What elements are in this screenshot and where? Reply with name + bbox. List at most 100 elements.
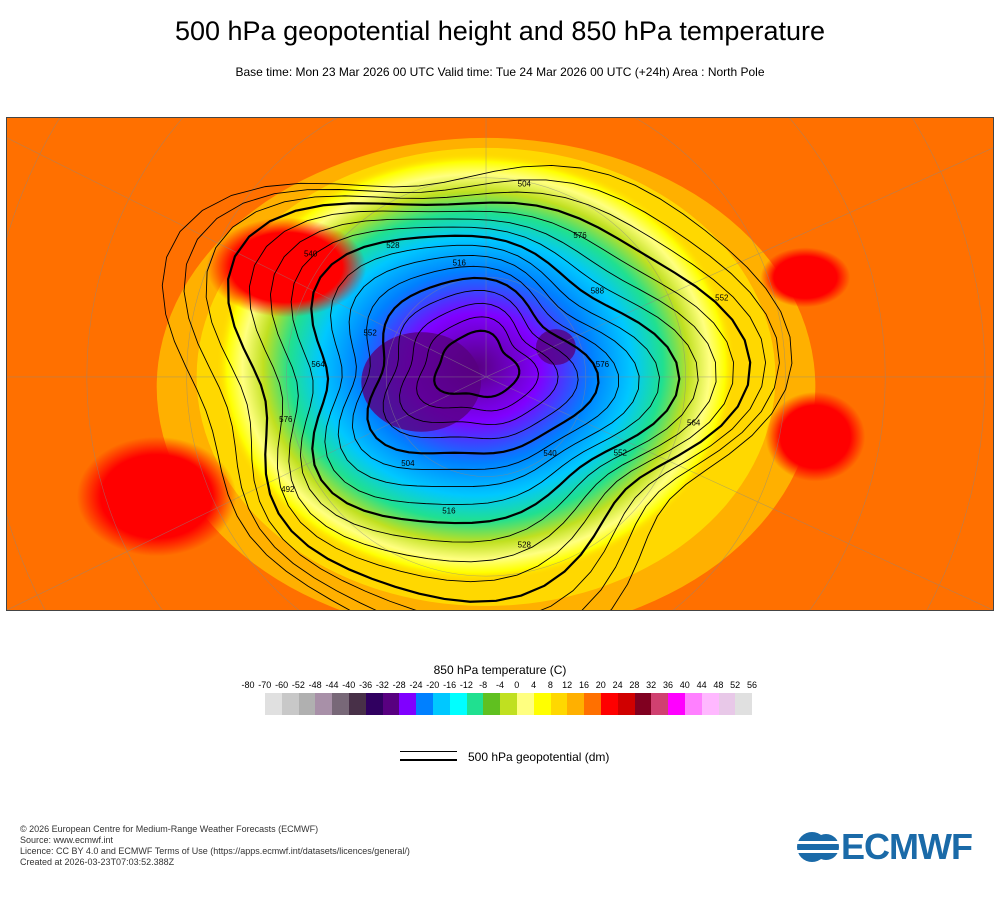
colorbar-tick-label: -8: [479, 680, 488, 690]
geopotential-contour: [248, 210, 734, 583]
contour-label: 564: [311, 360, 325, 369]
colorbar-tick-label: -52: [291, 680, 305, 690]
colorbar-tick-label: 8: [547, 680, 553, 690]
ecmwf-logo-icon: [797, 832, 839, 862]
contour-label: 540: [304, 250, 318, 259]
colorbar-tick-label: -16: [443, 680, 457, 690]
geopotential-contours: 576 564 552 540 528 516 504 492 576 564 552 540 528 5…: [161, 164, 793, 610]
ecmwf-logo: ECMWF: [795, 826, 973, 868]
footer-licence: Licence: CC BY 4.0 and ECMWF Terms of Us…: [20, 846, 410, 856]
colorbar-tick-label: -60: [275, 680, 289, 690]
colorbar-tick-labels: -80 -70 -60 -52 -48 -44 -40 -36 -32 -28 -24 -20 -16-…: [240, 680, 760, 694]
colorbar-swatch: [315, 693, 333, 715]
colorbar-swatch: [432, 693, 450, 715]
colorbar-tick-label: 56: [746, 680, 758, 690]
colorbar-swatch: [298, 693, 316, 715]
colorbar: [265, 693, 753, 715]
graticule: [7, 118, 993, 610]
legend-line-thick: [400, 759, 457, 761]
colorbar-tick-label: -20: [426, 680, 440, 690]
page-subtitle: Base time: Mon 23 Mar 2026 00 UTC Valid …: [235, 65, 765, 79]
colorbar-swatch: [449, 693, 467, 715]
colorbar-swatch: [567, 693, 585, 715]
colorbar-swatch: [483, 693, 501, 715]
contour-label: 504: [518, 180, 532, 189]
geopotential-contour: [183, 179, 780, 610]
colorbar-swatch: [550, 693, 568, 715]
ecmwf-logo-text: ECMWF: [841, 826, 973, 867]
colorbar-tick-label: -40: [342, 680, 356, 690]
colorbar-swatch: [668, 693, 685, 715]
colorbar-swatch: [584, 693, 601, 715]
colorbar-tick-label: 24: [612, 680, 623, 690]
geopotential-contour: [399, 302, 559, 426]
contour-label: 516: [453, 259, 467, 268]
contour-label: 504: [401, 459, 415, 468]
colorbar-tick-label: -80: [241, 680, 255, 690]
warm-region-nw: [206, 217, 367, 318]
colorbar-tick-label: 16: [578, 680, 590, 690]
colorbar-swatch: [651, 693, 669, 715]
colorbar-tick-label: 28: [629, 680, 640, 690]
colorbar-swatch: [348, 693, 366, 715]
colorbar-swatch: [332, 693, 349, 715]
contour-label: 492: [281, 485, 295, 494]
colorbar-swatch: [399, 693, 417, 715]
colorbar-swatch: [701, 693, 719, 715]
footer-source: Source: www.ecmwf.int: [20, 835, 114, 845]
colorbar-swatch: [416, 693, 433, 715]
colorbar-tick-label: 48: [713, 680, 724, 690]
colorbar-tick-label: 4: [531, 680, 537, 690]
colorbar-tick-label: -28: [392, 680, 406, 690]
colorbar-swatch: [718, 693, 736, 715]
legend-line-thin: [400, 751, 457, 752]
colorbar-swatch: [634, 693, 652, 715]
colorbar-swatch: [735, 693, 753, 715]
colorbar-tick-label: -48: [308, 680, 322, 690]
warm-region-ne: [760, 247, 851, 308]
geopotential-contour: [433, 329, 521, 399]
colorbar-tick-label: 36: [662, 680, 674, 690]
colorbar-tick-label: -44: [325, 680, 339, 690]
contour-label: 576: [573, 231, 587, 240]
geopotential-contour: [161, 164, 793, 610]
colorbar-tick-label: 32: [646, 680, 657, 690]
colorbar-swatch: [281, 693, 299, 715]
contour-label: 576: [279, 415, 293, 424]
contour-label: 552: [363, 329, 377, 338]
geopotential-contour: [205, 191, 767, 610]
geopotential-contour: [270, 218, 717, 563]
colorbar-swatch: [365, 693, 383, 715]
colorbar-tick-label: 40: [679, 680, 690, 690]
colorbar-tick-label: 12: [562, 680, 573, 690]
contour-label: 588: [591, 286, 605, 295]
colorbar-swatch: [265, 693, 282, 715]
colorbar-swatch: [617, 693, 635, 715]
warm-region-west: [76, 436, 237, 557]
contour-label: 576: [596, 360, 610, 369]
geopotential-contour: [351, 265, 620, 471]
contour-label: 528: [518, 540, 532, 549]
colorbar-tick-label: -70: [258, 680, 272, 690]
contour-label: 528: [386, 241, 400, 250]
colorbar-tick-label: -12: [459, 680, 473, 690]
contour-label: 564: [687, 419, 701, 428]
temp-cold-core: [361, 332, 482, 432]
legend-label: 500 hPa geopotential (dm): [468, 750, 610, 764]
geopotential-contour: [416, 316, 539, 412]
colorbar-tick-label: -36: [359, 680, 373, 690]
colorbar-swatch: [533, 693, 551, 715]
colorbar-swatch: [684, 693, 702, 715]
colorbar-tick-label: -4: [495, 680, 505, 690]
colorbar-swatch: [382, 693, 400, 715]
geopotential-contour: [227, 201, 752, 603]
contour-label: 552: [715, 293, 729, 302]
colorbar-title: 850 hPa temperature (C): [433, 663, 567, 677]
footer-created: Created at 2026-03-23T07:03:52.388Z: [20, 857, 175, 867]
colorbar-swatch: [500, 693, 517, 715]
warm-region-east: [765, 391, 866, 482]
colorbar-tick-label: -24: [409, 680, 423, 690]
colorbar-tick-label: 20: [595, 680, 606, 690]
geopotential-contour: [382, 290, 579, 440]
